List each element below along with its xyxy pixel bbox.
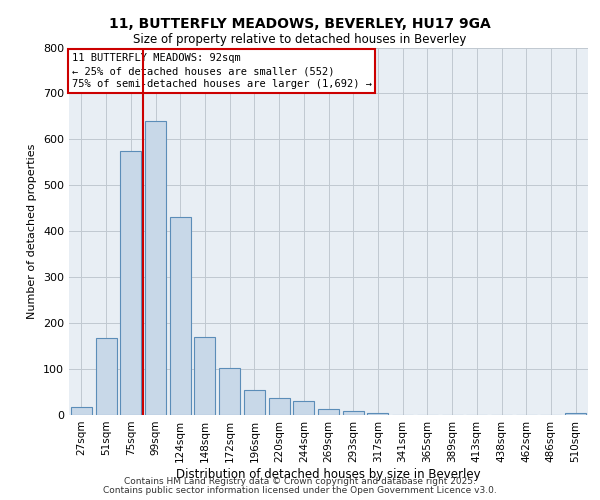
Bar xyxy=(318,409,339,415)
Bar xyxy=(293,401,314,415)
Bar xyxy=(343,412,364,415)
Bar xyxy=(170,218,191,415)
Text: Contains HM Land Registry data © Crown copyright and database right 2025.: Contains HM Land Registry data © Crown c… xyxy=(124,477,476,486)
Text: Size of property relative to detached houses in Beverley: Size of property relative to detached ho… xyxy=(133,32,467,46)
Text: Contains public sector information licensed under the Open Government Licence v3: Contains public sector information licen… xyxy=(103,486,497,495)
Bar xyxy=(367,412,388,415)
Bar xyxy=(95,338,116,415)
Bar xyxy=(219,368,240,415)
Bar xyxy=(71,406,92,415)
Bar xyxy=(565,412,586,415)
Bar xyxy=(194,337,215,415)
Bar xyxy=(269,398,290,415)
Text: 11, BUTTERFLY MEADOWS, BEVERLEY, HU17 9GA: 11, BUTTERFLY MEADOWS, BEVERLEY, HU17 9G… xyxy=(109,18,491,32)
Bar xyxy=(244,390,265,415)
X-axis label: Distribution of detached houses by size in Beverley: Distribution of detached houses by size … xyxy=(176,468,481,480)
Y-axis label: Number of detached properties: Number of detached properties xyxy=(28,144,37,319)
Bar xyxy=(120,151,141,415)
Text: 11 BUTTERFLY MEADOWS: 92sqm
← 25% of detached houses are smaller (552)
75% of se: 11 BUTTERFLY MEADOWS: 92sqm ← 25% of det… xyxy=(71,53,371,90)
Bar xyxy=(145,121,166,415)
